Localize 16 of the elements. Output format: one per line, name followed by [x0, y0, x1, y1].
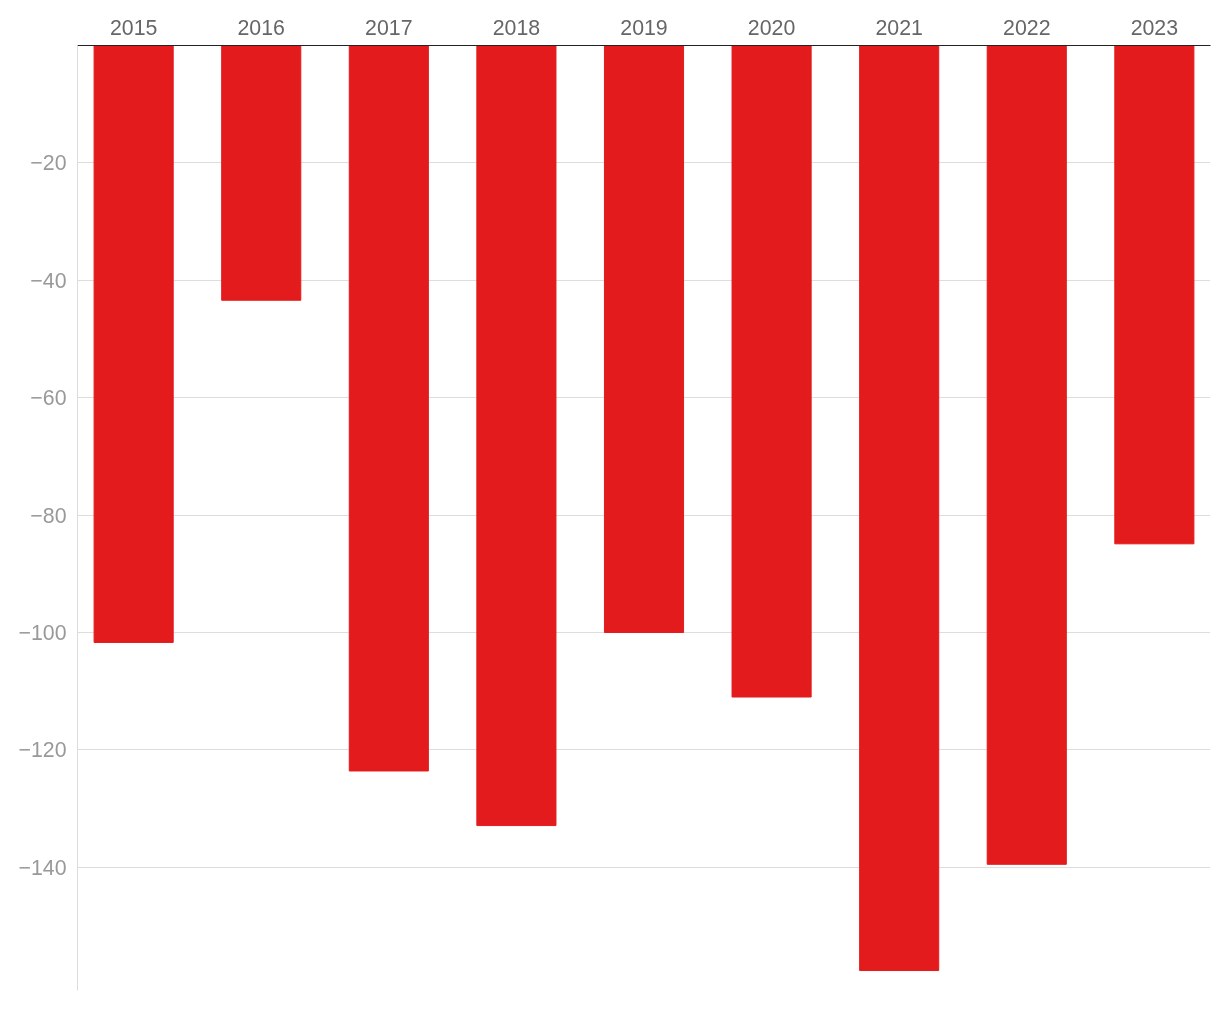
- y-tick-label: −140: [18, 855, 67, 880]
- x-tick-label: 2021: [875, 15, 923, 40]
- x-tick-label: 2023: [1130, 15, 1179, 40]
- x-tick-label: 2015: [109, 15, 158, 40]
- y-tick-label: −60: [30, 386, 67, 411]
- x-tick-label: 2022: [1003, 15, 1051, 40]
- y-tick-label: −80: [30, 503, 67, 528]
- y-tick-label: −120: [18, 738, 67, 763]
- y-tick-label: −100: [18, 620, 67, 645]
- x-tick-label: 2017: [365, 15, 413, 40]
- x-tick-label: 2020: [747, 15, 796, 40]
- x-tick-label: 2018: [492, 15, 541, 40]
- x-tick-label: 2016: [237, 15, 285, 40]
- x-tick-label: 2019: [620, 15, 668, 40]
- y-tick-label: −20: [30, 151, 67, 176]
- y-tick-label: −40: [30, 268, 67, 293]
